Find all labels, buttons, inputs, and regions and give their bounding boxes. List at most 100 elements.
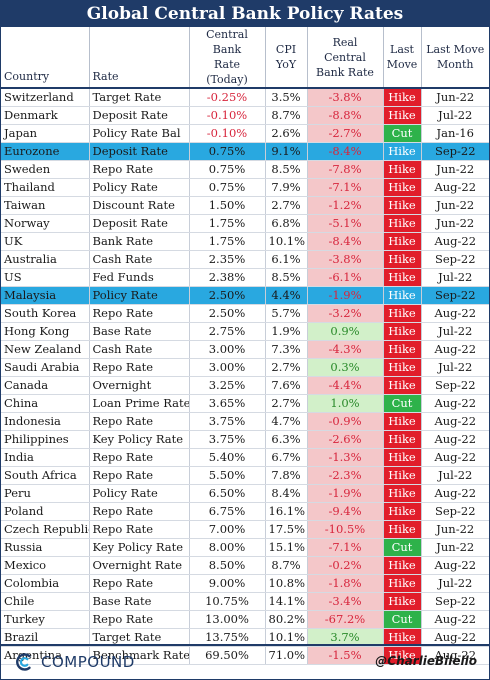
- table-body: Switzerland Target Rate -0.25% 3.5% -3.8% Hik…: [1, 88, 489, 665]
- real-rate-cell: -8.4%: [307, 232, 384, 251]
- table-row: Eurozone Deposit Rate 0.75% 9.1% -8.4% Hike Se…: [1, 142, 489, 161]
- central-bank-rate-cell: 1.50%: [189, 196, 266, 215]
- country-cell: South Korea: [1, 304, 90, 323]
- header-cpi: CPI YoY: [265, 27, 308, 89]
- cpi-cell: 14.1%: [265, 592, 308, 611]
- cpi-cell: 8.7%: [265, 556, 308, 575]
- rate-type-cell: Deposit Rate: [89, 142, 190, 161]
- real-rate-cell: -7.8%: [307, 160, 384, 179]
- last-move-month-cell: Aug-22: [421, 340, 489, 359]
- last-move-month-cell: Aug-22: [421, 304, 489, 323]
- cpi-cell: 6.3%: [265, 430, 308, 449]
- last-move-cell: Hike: [383, 304, 422, 323]
- last-move-month-cell: Sep-22: [421, 286, 489, 305]
- last-move-month-cell: Jul-22: [421, 466, 489, 485]
- last-move-month-cell: Jan-16: [421, 124, 489, 143]
- country-cell: US: [1, 268, 90, 287]
- last-move-month-cell: Jun-22: [421, 538, 489, 557]
- page-title: Global Central Bank Policy Rates: [1, 1, 489, 27]
- rate-type-cell: Repo Rate: [89, 574, 190, 593]
- real-rate-cell: 0.3%: [307, 358, 384, 377]
- cpi-cell: 71.0%: [265, 646, 308, 665]
- last-move-month-cell: Aug-22: [421, 412, 489, 431]
- last-move-month-cell: Aug-22: [421, 394, 489, 413]
- last-move-month-cell: Jul-22: [421, 322, 489, 341]
- last-move-cell: Hike: [383, 466, 422, 485]
- last-move-cell: Hike: [383, 502, 422, 521]
- country-cell: New Zealand: [1, 340, 90, 359]
- table-row: Malaysia Policy Rate 2.50% 4.4% -1.9% Hike Sep…: [1, 286, 489, 305]
- last-move-cell: Hike: [383, 592, 422, 611]
- real-rate-cell: 1.0%: [307, 394, 384, 413]
- table-row: Canada Overnight 3.25% 7.6% -4.4% Hike Sep-22: [1, 376, 489, 395]
- header-last-move: Last Move: [383, 27, 422, 89]
- country-cell: Thailand: [1, 178, 90, 197]
- header-last-move-month: Last Move Month: [421, 27, 489, 89]
- rate-type-cell: Policy Rate: [89, 484, 190, 503]
- last-move-month-cell: Jul-22: [421, 268, 489, 287]
- header-country: Country: [1, 27, 90, 89]
- central-bank-rate-cell: 2.50%: [189, 286, 266, 305]
- table-row: Australia Cash Rate 2.35% 6.1% -3.8% Hike Sep-…: [1, 250, 489, 269]
- last-move-cell: Hike: [383, 88, 422, 107]
- real-rate-cell: -8.8%: [307, 106, 384, 125]
- table-row: Denmark Deposit Rate -0.10% 8.7% -8.8% Hike Ju…: [1, 106, 489, 125]
- real-rate-cell: -10.5%: [307, 520, 384, 539]
- central-bank-rate-cell: 6.50%: [189, 484, 266, 503]
- last-move-cell: Hike: [383, 448, 422, 467]
- table-row: Chile Base Rate 10.75% 14.1% -3.4% Hike Sep-22: [1, 592, 489, 611]
- cpi-cell: 2.7%: [265, 196, 308, 215]
- table-header-row: Country Rate Central Bank Rate (Today) CP…: [1, 27, 489, 89]
- central-bank-rate-cell: 5.50%: [189, 466, 266, 485]
- real-rate-cell: -9.4%: [307, 502, 384, 521]
- last-move-month-cell: Aug-22: [421, 628, 489, 647]
- last-move-month-cell: Aug-22: [421, 178, 489, 197]
- table-row: Sweden Repo Rate 0.75% 8.5% -7.8% Hike Jun-22: [1, 160, 489, 179]
- central-bank-rate-cell: 9.00%: [189, 574, 266, 593]
- table-row: South Africa Repo Rate 5.50% 7.8% -2.3% Hike J…: [1, 466, 489, 485]
- central-bank-rate-cell: 3.75%: [189, 430, 266, 449]
- central-bank-rate-cell: 10.75%: [189, 592, 266, 611]
- central-bank-rate-cell: 0.75%: [189, 142, 266, 161]
- header-real-rate: Real Central Bank Rate: [307, 27, 384, 89]
- central-bank-rate-cell: 6.75%: [189, 502, 266, 521]
- cpi-cell: 4.7%: [265, 412, 308, 431]
- real-rate-cell: -3.8%: [307, 88, 384, 107]
- last-move-cell: Hike: [383, 322, 422, 341]
- cpi-cell: 10.1%: [265, 628, 308, 647]
- rate-type-cell: Repo Rate: [89, 520, 190, 539]
- last-move-cell: Hike: [383, 340, 422, 359]
- country-cell: Indonesia: [1, 412, 90, 431]
- last-move-cell: Hike: [383, 286, 422, 305]
- last-move-month-cell: Sep-22: [421, 250, 489, 269]
- rate-type-cell: Base Rate: [89, 322, 190, 341]
- rate-type-cell: Discount Rate: [89, 196, 190, 215]
- real-rate-cell: -1.9%: [307, 286, 384, 305]
- brand-name: COMPOUND: [41, 653, 135, 671]
- rate-type-cell: Overnight Rate: [89, 556, 190, 575]
- last-move-month-cell: Jun-22: [421, 214, 489, 233]
- country-cell: Chile: [1, 592, 90, 611]
- country-cell: Turkey: [1, 610, 90, 629]
- central-bank-rate-cell: 7.00%: [189, 520, 266, 539]
- cpi-cell: 10.1%: [265, 232, 308, 251]
- real-rate-cell: -0.2%: [307, 556, 384, 575]
- central-bank-rate-cell: 3.00%: [189, 358, 266, 377]
- cpi-cell: 8.4%: [265, 484, 308, 503]
- footer: COMPOUND @CharlieBilello: [1, 644, 489, 679]
- country-cell: Brazil: [1, 628, 90, 647]
- last-move-month-cell: Aug-22: [421, 556, 489, 575]
- last-move-cell: Hike: [383, 196, 422, 215]
- cpi-cell: 7.8%: [265, 466, 308, 485]
- country-cell: Eurozone: [1, 142, 90, 161]
- table-row: Czech Republic Repo Rate 7.00% 17.5% -10.5% H…: [1, 520, 489, 539]
- rate-type-cell: Repo Rate: [89, 304, 190, 323]
- last-move-month-cell: Jun-22: [421, 88, 489, 107]
- table-row: Switzerland Target Rate -0.25% 3.5% -3.8% Hik…: [1, 88, 489, 107]
- table-row: Peru Policy Rate 6.50% 8.4% -1.9% Hike Aug-22: [1, 484, 489, 503]
- last-move-cell: Hike: [383, 646, 422, 665]
- central-bank-rate-cell: 3.00%: [189, 340, 266, 359]
- real-rate-cell: -1.9%: [307, 484, 384, 503]
- central-bank-rate-cell: 2.75%: [189, 322, 266, 341]
